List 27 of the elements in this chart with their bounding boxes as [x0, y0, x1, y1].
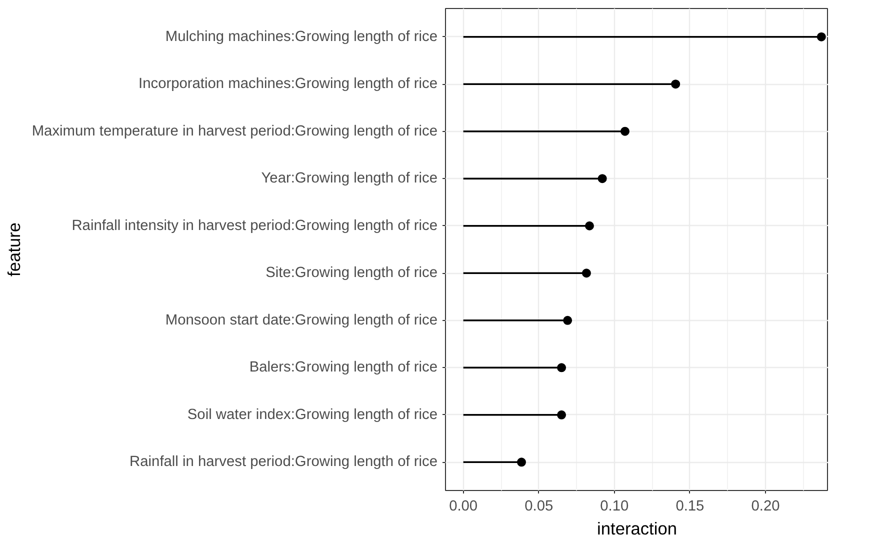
x-tick-label: 0.15 — [676, 498, 704, 514]
y-tick-label: Incorporation machines:Growing length of rice — [138, 76, 438, 92]
point — [598, 174, 607, 184]
point — [516, 458, 526, 467]
x-axis-title: interaction — [597, 518, 677, 538]
point — [816, 32, 826, 42]
y-tick-label: Mulching machines:Growing length of rice — [165, 28, 438, 45]
y-tick-label: Soil water index:Growing length of rice — [187, 406, 438, 423]
y-tick-label: Balers:Growing length of rice — [249, 360, 438, 376]
point — [671, 80, 680, 89]
y-tick-label: Rainfall intensity in harvest period:Growing length of rice — [72, 218, 438, 234]
y-tick-label: Site:Growing length of rice — [266, 265, 438, 282]
x-tick-label: 0.10 — [600, 498, 629, 514]
y-tick-label: Monsoon start date:Growing length of rice — [165, 312, 438, 328]
point — [620, 126, 630, 136]
point — [584, 221, 594, 230]
x-tick-label: 0.00 — [449, 498, 478, 514]
y-tick-label: Maximum temperature in harvest period:Growing length of rice — [32, 123, 438, 140]
y-tick-label: Rainfall in harvest period:Growing length of rice — [130, 454, 438, 470]
x-tick-label: 0.20 — [751, 498, 780, 514]
y-tick-label: Year:Growing length of rice — [261, 170, 438, 187]
y-axis-title: feature — [4, 222, 24, 276]
point — [563, 316, 572, 325]
point — [557, 410, 566, 420]
point — [582, 268, 591, 278]
point — [557, 363, 566, 372]
x-tick-label: 0.05 — [524, 498, 554, 514]
